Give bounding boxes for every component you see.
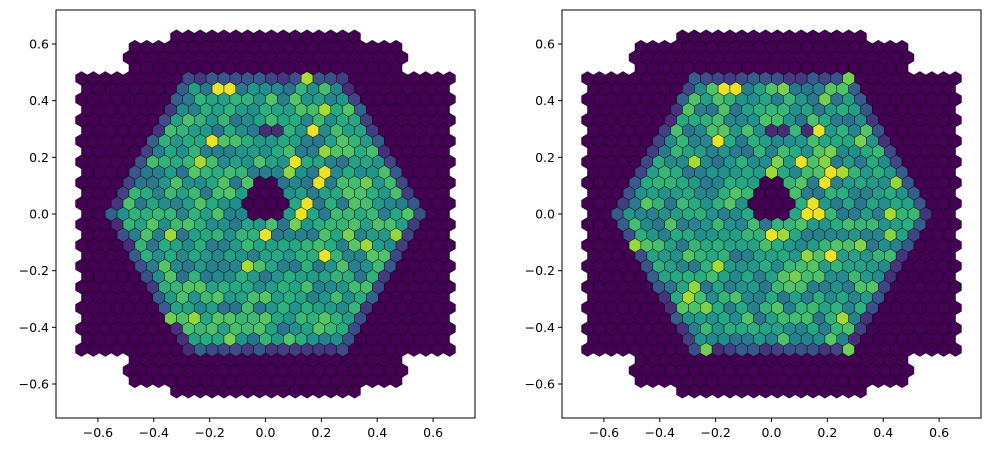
y-tick-label: 0.6 bbox=[29, 37, 49, 52]
x-tick-label: 0.6 bbox=[423, 425, 443, 440]
x-tick-label: −0.2 bbox=[700, 425, 730, 440]
camera-pixel bbox=[854, 29, 867, 44]
left-camera-panel: −0.6 −0.4 −0.2 0.0 0.2 0.4 0.6 −0.6 −0.4 −0.2 0.0 0… bbox=[19, 9, 476, 440]
camera-pixel bbox=[443, 71, 456, 86]
x-tick-label: 0.4 bbox=[873, 425, 893, 440]
y-tick-label: 0.6 bbox=[535, 37, 555, 52]
x-tick-label: −0.6 bbox=[83, 425, 113, 440]
y-tick-label: 0.4 bbox=[29, 93, 49, 108]
pixel-grid bbox=[75, 29, 456, 399]
x-tick-label: 0.0 bbox=[762, 425, 782, 440]
y-tick-label: −0.2 bbox=[19, 263, 49, 278]
y-tick-label: 0.0 bbox=[535, 207, 555, 222]
camera-pixel bbox=[389, 39, 403, 55]
y-tick-label: 0.4 bbox=[535, 93, 555, 108]
y-tick-label: 0.2 bbox=[29, 150, 49, 165]
right-camera-panel: −0.6 −0.4 −0.2 0.0 0.2 0.4 0.6 −0.6 −0.4 −0.2 0.0 0… bbox=[525, 9, 982, 440]
pixel-grid bbox=[581, 29, 962, 399]
x-tick-label: −0.2 bbox=[194, 425, 224, 440]
x-tick-label: −0.4 bbox=[139, 425, 169, 440]
y-tick-label: −0.6 bbox=[525, 377, 555, 392]
camera-pixel bbox=[949, 71, 962, 86]
x-tick-label: −0.4 bbox=[645, 425, 675, 440]
x-tick-label: 0.0 bbox=[256, 425, 276, 440]
x-tick-label: 0.2 bbox=[817, 425, 837, 440]
y-tick-label: 0.0 bbox=[29, 207, 49, 222]
y-tick-label: −0.6 bbox=[19, 377, 49, 392]
camera-pixel bbox=[895, 39, 909, 55]
x-tick-label: 0.4 bbox=[367, 425, 387, 440]
x-tick-label: −0.6 bbox=[589, 425, 619, 440]
y-tick-label: −0.4 bbox=[525, 320, 555, 335]
x-tick-label: 0.2 bbox=[311, 425, 331, 440]
x-tick-label: 0.6 bbox=[929, 425, 949, 440]
y-tick-label: 0.2 bbox=[535, 150, 555, 165]
y-tick-label: −0.2 bbox=[525, 263, 555, 278]
y-tick-label: −0.4 bbox=[19, 320, 49, 335]
camera-pixel bbox=[348, 29, 361, 44]
